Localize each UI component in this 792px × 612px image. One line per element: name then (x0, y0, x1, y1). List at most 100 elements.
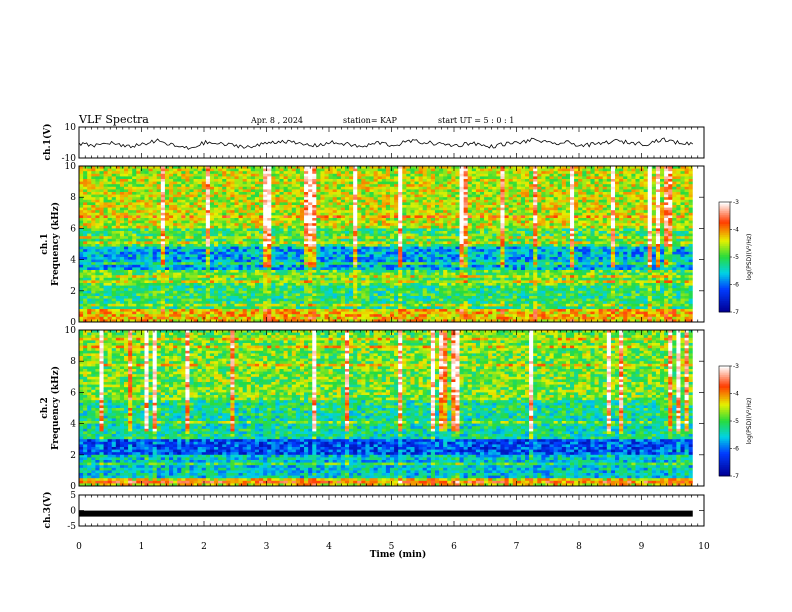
colorbar-tick-label: -7 (733, 309, 739, 316)
colorbar-segment (719, 297, 730, 300)
colorbar-segment (719, 235, 730, 238)
colorbar-segment (719, 400, 730, 404)
colorbar-segment (719, 378, 730, 382)
colorbar-segment (719, 257, 730, 260)
colorbar-segment (719, 286, 730, 289)
y-tick-label: 6 (70, 388, 76, 398)
y-tick-label: 4 (70, 256, 76, 266)
colorbar-tick-label: -5 (733, 254, 739, 261)
y-tick-label: 0 (70, 482, 76, 492)
colorbar-segment (719, 408, 730, 411)
colorbar-segment (719, 452, 730, 455)
colorbar-segment (719, 463, 730, 466)
colorbar-segment (719, 240, 730, 243)
colorbar-segment (719, 202, 730, 205)
colorbar-segment (719, 220, 730, 223)
colorbar-segment (719, 410, 730, 413)
colorbar-segment (719, 437, 730, 440)
x-tick-label: 9 (639, 542, 645, 552)
colorbar-segment (719, 306, 730, 309)
colorbar-segment (719, 455, 730, 459)
colorbar-segment (719, 224, 730, 227)
colorbar-segment (719, 461, 730, 464)
ch2-spectrogram-image (79, 330, 704, 487)
colorbar-segment (719, 273, 730, 276)
colorbar-segment (719, 448, 730, 451)
colorbar-segment (719, 268, 730, 271)
colorbar-segment (719, 302, 730, 306)
colorbar-segment (719, 435, 730, 438)
colorbar-segment (719, 419, 730, 422)
axes-group: 0 1 2 3 4 5 6 7 8 9 1010-100246810024681050-5ch.1(… (40, 123, 710, 552)
x-tick-label: 4 (326, 542, 332, 552)
ch3-waveform-band (79, 510, 693, 517)
y-tick-label: 4 (70, 420, 76, 430)
y-tick-label: 10 (65, 326, 77, 336)
colorbar-segment (719, 433, 730, 437)
colorbar-segment (719, 222, 730, 225)
colorbar-segment (719, 371, 730, 374)
colorbar-segment (719, 293, 730, 296)
colorbar-segment (719, 284, 730, 287)
colorbar-segment (719, 266, 730, 269)
colorbar-segment (719, 238, 730, 241)
colorbar-segment (719, 465, 730, 468)
colorbar-segment (719, 262, 730, 265)
x-tick-label: 7 (514, 542, 520, 552)
colorbar-segment (719, 366, 730, 369)
colorbar-segment (719, 258, 730, 262)
colorbar-segment (719, 280, 730, 284)
colorbar-segment (719, 430, 730, 433)
colorbar-segment (719, 225, 730, 229)
figure-title: VLF Spectra (78, 113, 149, 126)
colorbar-tick-label: -6 (733, 282, 739, 289)
colorbar-segment (719, 426, 730, 429)
colorbar-segment (719, 249, 730, 252)
start-time-label: start UT = 5 : 0 : 1 (438, 116, 514, 125)
colorbar-segment (719, 446, 730, 449)
colorbar-segment (719, 422, 730, 426)
colorbar-segment (719, 247, 730, 251)
ch1-spectrogram-ylabel: ch.1 (40, 233, 50, 254)
colorbar-segment (719, 277, 730, 280)
colorbar-segment (719, 269, 730, 273)
x-tick-label: 3 (264, 542, 270, 552)
colorbar-segment (719, 439, 730, 442)
colorbar-segment (719, 388, 730, 391)
y-tick-label: -10 (62, 154, 77, 164)
ch1-waveform-ylabel: ch.1(V) (42, 124, 53, 161)
colorbar-segment (719, 391, 730, 394)
ch1-colorbar: -3 -4 -5 -6 -7 log(PSD)(V²/Hz) (718, 199, 753, 316)
colorbar-tick-label: -4 (733, 391, 739, 398)
colorbar-segment (719, 209, 730, 212)
colorbar-segment (719, 229, 730, 232)
x-tick-label: 8 (576, 542, 582, 552)
colorbar-segment (719, 301, 730, 304)
colorbar-label: log(PSD)(V²/Hz) (746, 398, 753, 445)
colorbar-segment (719, 279, 730, 282)
colorbar-segment (719, 444, 730, 448)
colorbar-segment (719, 411, 730, 415)
colorbar-segment (719, 291, 730, 295)
colorbar-segment (719, 213, 730, 216)
colorbar-segment (719, 443, 730, 446)
colorbar-segment (719, 406, 730, 409)
colorbar-segment (719, 404, 730, 407)
colorbar-segment (719, 242, 730, 245)
colorbar-segment (719, 299, 730, 302)
colorbar-segment (719, 395, 730, 398)
colorbar-segment (719, 253, 730, 256)
colorbar-segment (719, 413, 730, 416)
ch3-waveform-ylabel: ch.3(V) (42, 492, 53, 529)
x-tick-label: 1 (139, 542, 145, 552)
x-tick-label: 2 (201, 542, 207, 552)
colorbar-segment (719, 295, 730, 298)
colorbar-segment (719, 375, 730, 378)
colorbar-segment (719, 227, 730, 230)
colorbar-segment (719, 214, 730, 218)
colorbar-segment (719, 472, 730, 475)
colorbar-segment (719, 218, 730, 221)
y-tick-label: 5 (70, 491, 76, 501)
colorbar-segment (719, 369, 730, 372)
